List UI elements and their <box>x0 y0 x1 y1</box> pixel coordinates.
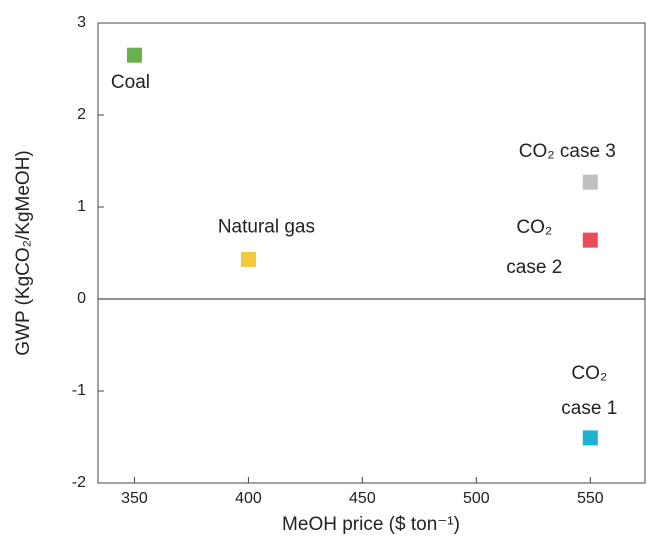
y-axis-label: GWP (KgCO₂/KgMeOH) <box>13 150 34 356</box>
data-point <box>582 430 598 446</box>
x-tick-label: 500 <box>463 490 490 507</box>
plot-frame <box>97 22 646 484</box>
y-tick-label: -2 <box>72 474 86 491</box>
data-point <box>126 47 142 63</box>
point-label: case 2 <box>506 257 562 278</box>
point-label: Natural gas <box>218 216 315 237</box>
x-tick-label: 450 <box>349 490 376 507</box>
y-tick-label: 0 <box>77 290 86 307</box>
y-tick-label: 3 <box>77 14 86 31</box>
point-label: CO₂ <box>516 217 552 238</box>
x-tick-label: 550 <box>577 490 604 507</box>
y-tick-label: 1 <box>77 198 86 215</box>
x-tick-label: 350 <box>121 490 148 507</box>
data-point <box>582 232 598 248</box>
y-tick-label: -1 <box>72 382 86 399</box>
x-axis-label: MeOH price ($ ton⁻¹) <box>282 514 460 535</box>
point-label: case 1 <box>561 398 617 419</box>
point-label: CO₂ <box>571 363 607 384</box>
point-label: Coal <box>111 72 150 93</box>
point-label: CO₂ case 3 <box>519 141 616 162</box>
y-tick-label: 2 <box>77 106 86 123</box>
data-point <box>582 174 598 190</box>
data-point <box>240 251 256 267</box>
x-tick-label: 400 <box>235 490 262 507</box>
